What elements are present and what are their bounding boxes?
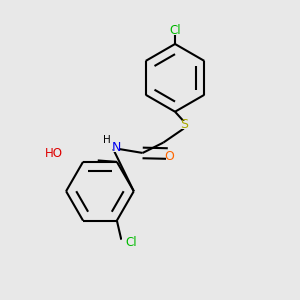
FancyBboxPatch shape bbox=[104, 135, 111, 144]
FancyBboxPatch shape bbox=[181, 121, 187, 129]
Text: Cl: Cl bbox=[125, 236, 137, 249]
Text: Cl: Cl bbox=[169, 24, 181, 37]
FancyBboxPatch shape bbox=[45, 149, 64, 158]
Text: S: S bbox=[180, 118, 188, 131]
Text: HO: HO bbox=[45, 147, 63, 160]
FancyBboxPatch shape bbox=[122, 238, 140, 247]
FancyBboxPatch shape bbox=[113, 143, 119, 152]
FancyBboxPatch shape bbox=[166, 26, 184, 35]
Text: H: H bbox=[103, 135, 111, 145]
FancyBboxPatch shape bbox=[166, 152, 172, 161]
Text: N: N bbox=[112, 141, 121, 154]
Text: O: O bbox=[164, 150, 174, 163]
